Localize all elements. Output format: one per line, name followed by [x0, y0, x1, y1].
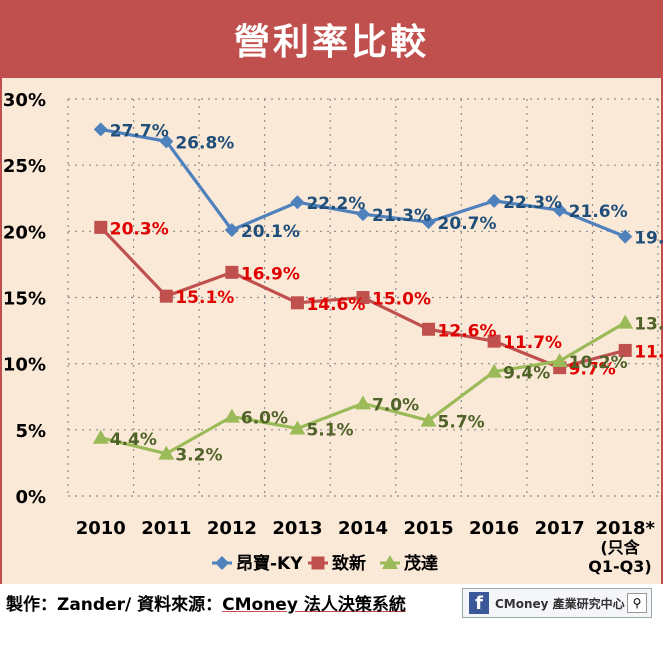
data-label: 27.7%	[110, 121, 169, 141]
triangle-marker	[158, 445, 175, 460]
x-tick-label: 2013	[272, 518, 322, 539]
triangle-marker	[355, 395, 371, 410]
facebook-icon: f	[469, 592, 489, 614]
data-label: 14.6%	[306, 295, 365, 315]
diamond-marker	[421, 215, 436, 230]
data-label: 21.3%	[372, 206, 431, 226]
triangle-marker	[420, 412, 437, 427]
x-tick-label: 2010	[76, 518, 126, 539]
series-3	[92, 314, 634, 460]
triangle-marker	[617, 314, 634, 329]
square-marker	[618, 343, 632, 357]
line-chart: 0% 5% 10% 15% 20% 25% 30% 2010 2011 2012 2013 2014 2…	[3, 90, 663, 574]
credit-prefix: 製作：Zander/ 資料來源：	[6, 595, 223, 615]
triangle-marker	[551, 353, 568, 368]
square-marker	[159, 289, 173, 303]
diamond-marker	[159, 134, 174, 149]
y-tick-label: 25%	[3, 156, 46, 177]
legend-label: 致新	[332, 553, 366, 574]
data-label: 6.0%	[241, 409, 288, 429]
search-icon[interactable]: ⚲	[627, 593, 647, 613]
data-label: 20.7%	[438, 214, 497, 234]
note-line: (只含	[600, 538, 640, 557]
axes: 0% 5% 10% 15% 20% 25% 30% 2010 2011 2012 2013 2014 2…	[3, 90, 656, 539]
x-axis-note: (只含 Q1-Q3)	[577, 538, 663, 576]
square-marker	[225, 265, 239, 279]
triangle-marker	[223, 408, 240, 423]
data-labels: 27.7% 26.8% 20.1% 22.2% 21.3% 20.7% 22.3% 21.6%…	[110, 121, 663, 465]
data-label: 21.6%	[569, 202, 628, 222]
series-1	[93, 122, 633, 244]
facebook-badge[interactable]: f CMoney 產業研究中心 ⚲	[462, 588, 652, 618]
diamond-marker	[224, 223, 239, 238]
data-label: 9.4%	[503, 364, 550, 384]
x-tick-label: 2017	[535, 518, 585, 539]
data-label: 12.6%	[438, 321, 497, 341]
x-tick-label: 2016	[469, 518, 519, 539]
credit-source: CMoney 法人決策系統	[222, 595, 406, 615]
data-label: 4.4%	[110, 430, 157, 450]
x-tick-label: 2011	[141, 518, 191, 539]
data-label: 5.7%	[438, 413, 485, 433]
data-label: 16.9%	[241, 264, 300, 284]
y-tick-label: 5%	[15, 421, 46, 442]
x-tick-label: 2014	[338, 518, 388, 539]
legend-label: 昂寶-KY	[236, 553, 303, 574]
x-tick-label: 2015	[404, 518, 454, 539]
diamond-marker	[487, 193, 502, 208]
diamond-marker	[290, 195, 305, 210]
square-marker	[422, 322, 436, 336]
data-label: 26.8%	[175, 133, 234, 153]
square-marker	[487, 334, 501, 348]
badge-label: CMoney 產業研究中心	[495, 596, 625, 611]
title-bar: 營利率比較	[0, 0, 663, 78]
y-tick-label: 15%	[3, 289, 46, 310]
data-label: 15.0%	[372, 290, 431, 310]
x-tick-label: 2012	[207, 518, 257, 539]
y-tick-label: 10%	[3, 355, 46, 376]
triangle-marker	[92, 429, 109, 444]
square-marker	[356, 291, 370, 304]
data-label: 22.3%	[503, 193, 562, 213]
diamond-marker	[215, 556, 229, 570]
chart-title: 營利率比較	[233, 22, 429, 63]
data-label: 9.7%	[569, 360, 616, 380]
x-tick-label: 2018*	[595, 518, 655, 539]
triangle-marker	[486, 363, 503, 378]
square-marker	[94, 220, 108, 234]
diamond-marker	[93, 122, 108, 137]
diamond-marker	[618, 229, 633, 244]
data-label: 22.2%	[306, 194, 365, 214]
y-tick-label: 0%	[15, 487, 46, 508]
data-label: 5.1%	[306, 421, 353, 441]
data-label: 11.7%	[503, 333, 562, 353]
y-tick-label: 20%	[3, 222, 46, 243]
triangle-marker	[289, 420, 306, 435]
square-marker	[290, 296, 304, 310]
data-label: 11.0%	[634, 342, 663, 362]
footer: 製作：Zander/ 資料來源：CMoney 法人決策系統 f CMoney 產…	[0, 584, 663, 664]
square-marker	[311, 556, 325, 570]
note-line: Q1-Q3)	[588, 557, 652, 576]
data-label: 20.1%	[241, 222, 300, 242]
data-label: 20.3%	[110, 219, 169, 239]
data-label: 3.2%	[175, 446, 222, 466]
legend-label: 茂達	[404, 553, 438, 574]
data-label: 13.1%	[634, 315, 663, 335]
diamond-marker	[356, 207, 370, 222]
diamond-marker	[552, 203, 567, 218]
data-label: 19.6%	[634, 229, 663, 249]
y-tick-label: 30%	[3, 90, 46, 111]
triangle-marker	[382, 555, 398, 569]
series-group	[92, 122, 634, 460]
legend: 昂寶-KY 致新 茂達	[212, 553, 438, 574]
data-label: 7.0%	[372, 395, 419, 415]
data-label: 15.1%	[175, 288, 234, 308]
credit-text: 製作：Zander/ 資料來源：CMoney 法人決策系統	[6, 590, 406, 615]
data-label: 10.2%	[569, 353, 628, 373]
